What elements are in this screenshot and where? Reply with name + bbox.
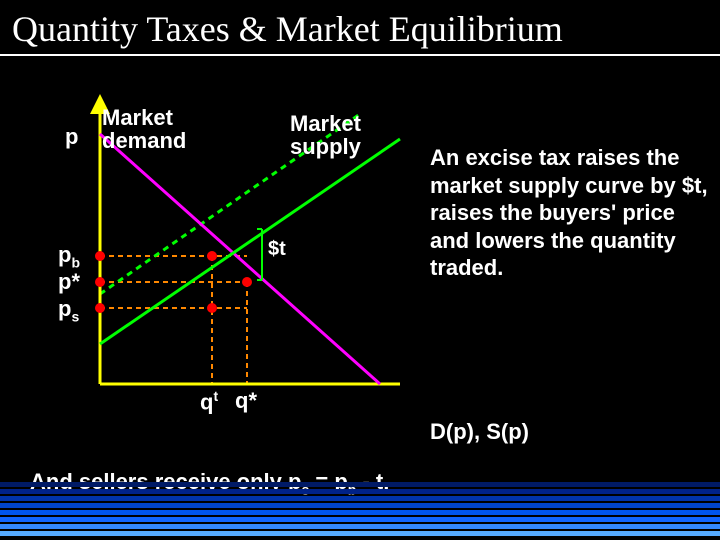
- pb-label: pb: [58, 242, 80, 270]
- content-area: p Market demand Market supply pb p* ps $…: [0, 64, 720, 484]
- chart: p Market demand Market supply pb p* ps $…: [40, 84, 410, 404]
- decorative-stripes: [0, 480, 720, 540]
- title-divider: [0, 54, 720, 56]
- demand-label: Market demand: [102, 106, 186, 152]
- x-axis-label: D(p), S(p): [430, 419, 529, 445]
- page-title: Quantity Taxes & Market Equilibrium: [0, 0, 720, 54]
- y-axis-label: p: [65, 124, 78, 150]
- t-label: $t: [268, 238, 286, 261]
- explanation-text: An excise tax raises the market supply c…: [430, 144, 708, 282]
- qt-label: qt: [200, 388, 218, 415]
- supply-label: Market supply: [290, 112, 361, 158]
- ps-label: ps: [58, 296, 79, 324]
- qstar-label: q*: [235, 388, 257, 414]
- pstar-label: p*: [58, 269, 80, 295]
